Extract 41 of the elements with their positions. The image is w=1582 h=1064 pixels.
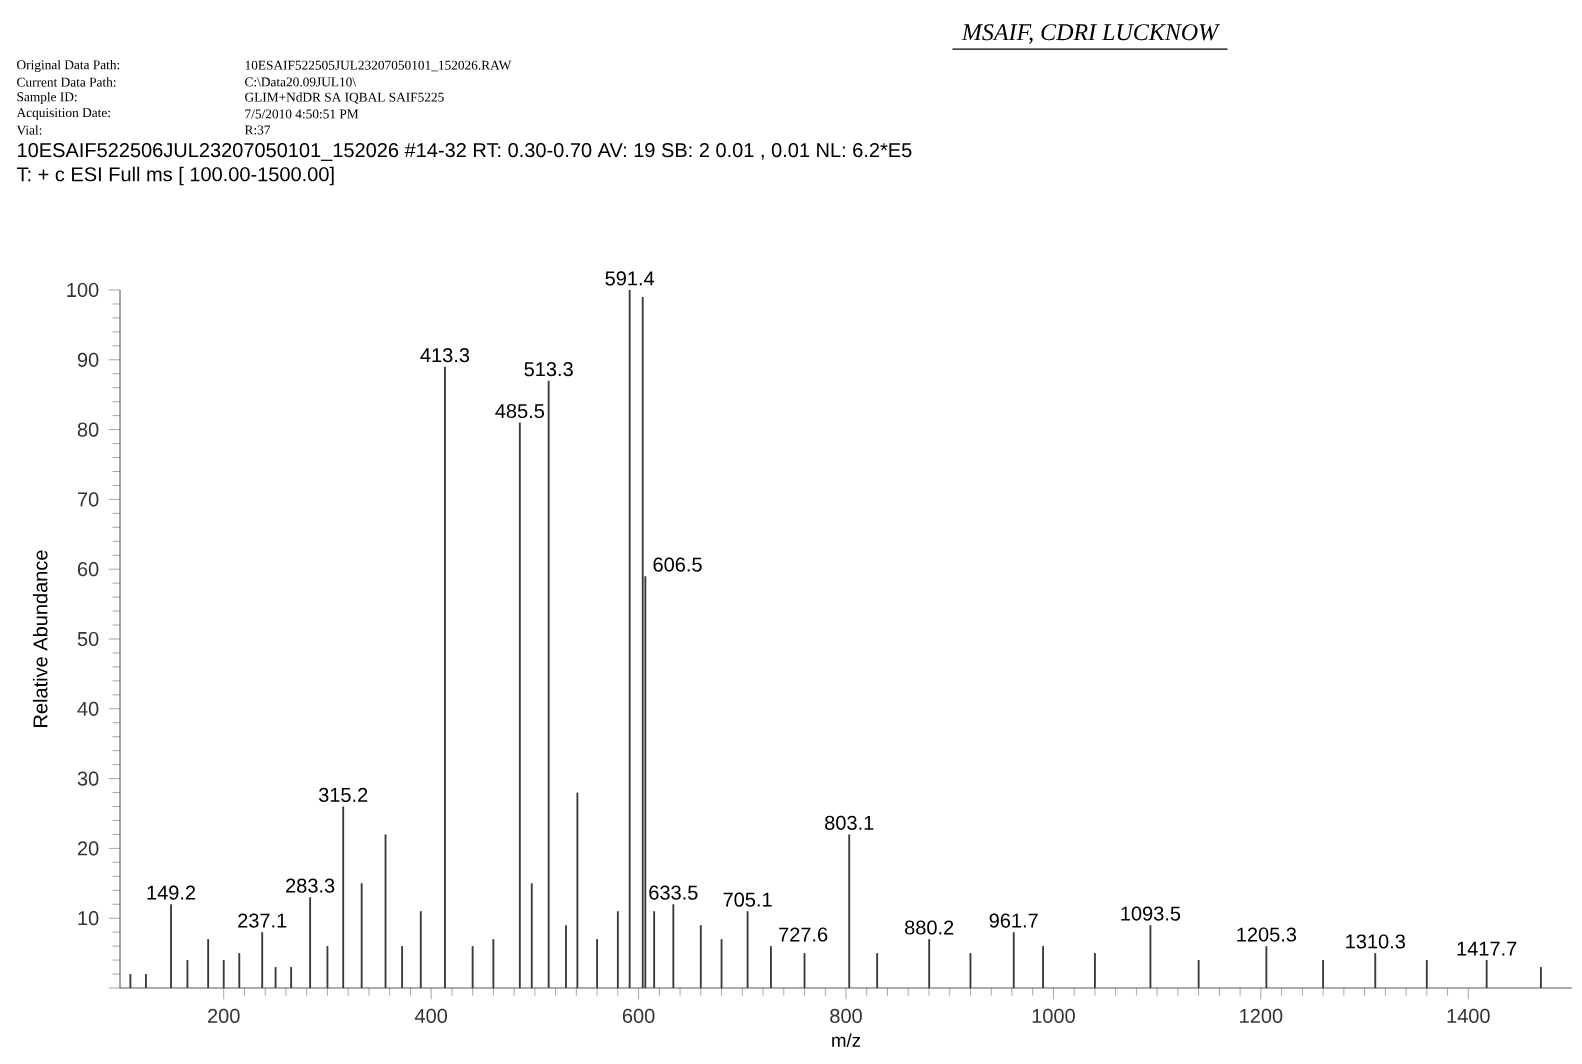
y-tick-label: 50 xyxy=(77,631,99,647)
x-tick-label: 600 xyxy=(622,1008,655,1023)
annotation: 413.3 xyxy=(420,348,470,363)
annotation: 1093.5 xyxy=(1121,906,1181,921)
annotation: 1310.3 xyxy=(1346,934,1405,949)
annotation: 961.7 xyxy=(989,913,1038,928)
x-axis-title: m/z xyxy=(832,1033,861,1047)
annotation: 315.2 xyxy=(318,787,368,802)
text: 10ESAIF522506JUL23207050101_152026 #14-32 RT: 0.30-0.70 AV: 19 SB: 2 0.01 , 0.01 NL: 6.2*E5 xyxy=(18,143,912,161)
y-axis-title: Relative Abundance xyxy=(32,550,48,727)
annotation: 633.5 xyxy=(649,885,698,900)
annotation: 1205.3 xyxy=(1237,927,1297,942)
x-tick-label: 800 xyxy=(830,1008,862,1023)
y-tick-label: 70 xyxy=(78,492,99,507)
y-tick-label: 100 xyxy=(67,282,99,298)
annotation: 803.1 xyxy=(825,815,874,830)
y-tick-label: 10 xyxy=(78,911,99,926)
text: T: + c ESI Full ms [ 100.00-1500.00] xyxy=(17,166,334,186)
annotation: 705.1 xyxy=(723,892,772,907)
annotation: 606.5 xyxy=(653,557,702,572)
y-tick-label: 80 xyxy=(77,422,99,437)
y-tick-label: 60 xyxy=(77,562,99,577)
x-tick-label: 400 xyxy=(414,1008,448,1023)
x-tick-label: 1000 xyxy=(1032,1008,1075,1023)
x-tick-label: 200 xyxy=(208,1008,240,1023)
annotation: 485.5 xyxy=(495,403,545,419)
y-tick-label: 30 xyxy=(77,771,99,786)
annotation: 149.2 xyxy=(147,885,196,900)
annotation: 513.3 xyxy=(524,362,573,377)
x-tick-label: 1400 xyxy=(1447,1008,1490,1023)
chart-title: MSAIF, CDRI LUCKNOW xyxy=(961,24,1220,44)
annotation: 237.1 xyxy=(238,913,287,928)
annotation: 1417.7 xyxy=(1457,941,1517,956)
x-tick-label: 1200 xyxy=(1240,1008,1283,1023)
annotation: 283.3 xyxy=(286,878,335,893)
y-tick-label: 90 xyxy=(77,352,99,367)
annotation: 727.6 xyxy=(779,927,828,942)
y-tick-label: 40 xyxy=(77,701,99,716)
annotation: 591.4 xyxy=(605,271,655,286)
annotation: 880.2 xyxy=(905,920,954,935)
y-tick-label: 20 xyxy=(77,841,99,856)
